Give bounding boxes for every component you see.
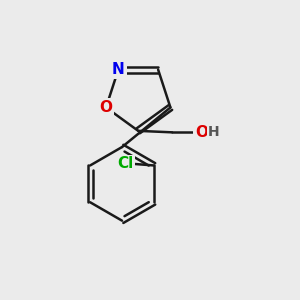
Text: H: H	[208, 125, 220, 139]
Text: O: O	[195, 125, 208, 140]
Text: N: N	[112, 62, 125, 77]
Text: O: O	[100, 100, 112, 115]
Text: Cl: Cl	[117, 157, 134, 172]
